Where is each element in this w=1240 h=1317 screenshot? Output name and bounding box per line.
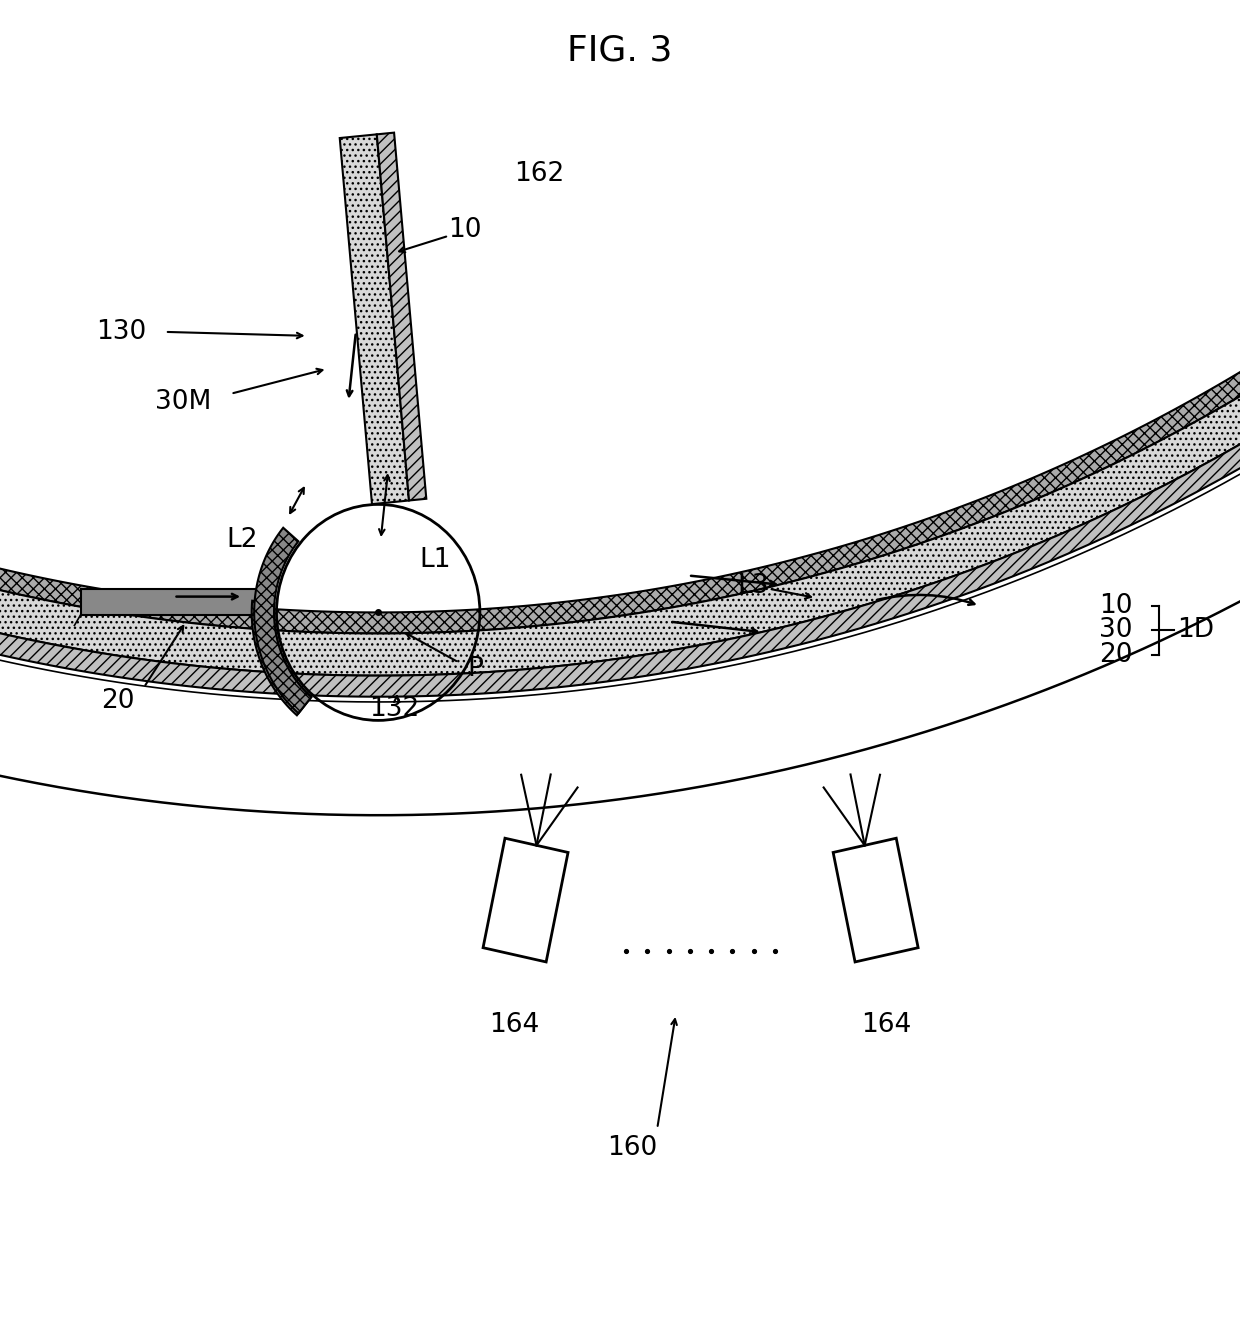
- Text: L3: L3: [738, 573, 769, 599]
- Text: 10: 10: [1099, 593, 1132, 619]
- Polygon shape: [0, 327, 1240, 697]
- Text: 162: 162: [515, 161, 565, 187]
- Polygon shape: [833, 838, 918, 961]
- Text: FIG. 3: FIG. 3: [568, 33, 672, 67]
- Text: 30: 30: [1099, 616, 1132, 643]
- Text: 160: 160: [608, 1135, 657, 1162]
- Text: 132: 132: [370, 695, 419, 722]
- Text: 20: 20: [1099, 641, 1132, 668]
- Text: 130: 130: [97, 319, 146, 345]
- Text: 10: 10: [448, 217, 482, 244]
- Text: L1: L1: [419, 547, 450, 573]
- Polygon shape: [0, 275, 1240, 633]
- Polygon shape: [484, 838, 568, 961]
- Text: 164: 164: [490, 1011, 539, 1038]
- Polygon shape: [252, 601, 311, 715]
- Text: 164: 164: [862, 1011, 911, 1038]
- Polygon shape: [340, 134, 409, 504]
- Text: L2: L2: [227, 527, 258, 553]
- Polygon shape: [377, 133, 427, 500]
- Polygon shape: [254, 528, 311, 714]
- Text: 20: 20: [100, 687, 135, 714]
- Polygon shape: [0, 292, 1240, 676]
- Text: P: P: [467, 656, 482, 682]
- Text: 1D: 1D: [1177, 616, 1214, 643]
- Text: 30M: 30M: [155, 389, 212, 415]
